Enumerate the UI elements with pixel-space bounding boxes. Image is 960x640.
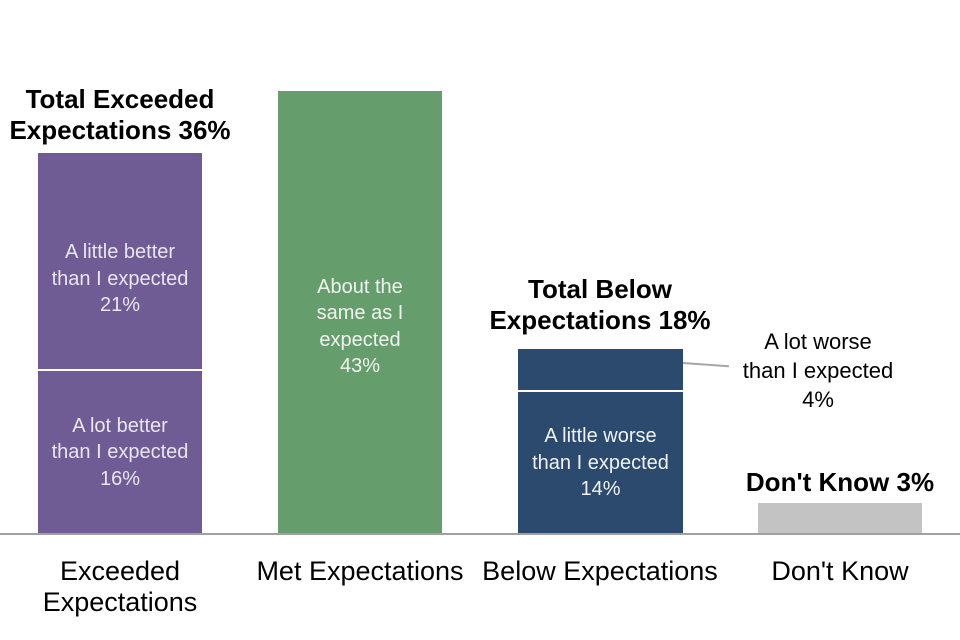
bar-exceeded-expectations: A little better than I expected 21% A lo… (38, 152, 202, 534)
segment-value: 14% (580, 478, 621, 501)
total-below-label: Total Below Expectations 18% (489, 274, 711, 335)
category-label-dont-know: Don't Know (771, 556, 909, 586)
segment-a-lot-better: A lot better than I expected 16% (38, 369, 202, 534)
category-label-met-expectations: Met Expectations (256, 556, 464, 586)
bar-met-expectations: About the same as I expected 43% (278, 91, 442, 534)
bar-dont-know (758, 503, 922, 534)
callout-leader-line (682, 362, 729, 368)
category-label-exceeded-expectations: Exceeded Expectations (42, 556, 198, 617)
segment-label: A little better than I expected (51, 241, 189, 290)
x-axis-line (0, 533, 960, 535)
bar-below-expectations: A little worse than I expected 14% (518, 348, 683, 534)
category-label-below-expectations: Below Expectations (482, 556, 718, 586)
segment-about-the-same: About the same as I expected 43% (278, 91, 442, 534)
segment-dont-know (758, 503, 922, 534)
segment-a-little-better: A little better than I expected 21% (38, 152, 202, 370)
segment-value: 21% (99, 294, 141, 317)
segment-a-little-worse: A little worse than I expected 14% (518, 389, 683, 534)
segment-label: A lot better than I expected (51, 414, 189, 464)
segment-label: A little worse than I expected (532, 425, 669, 474)
dont-know-total-label: Don't Know 3% (745, 467, 935, 497)
segment-value: 43% (339, 355, 380, 378)
segment-value: 16% (99, 467, 141, 490)
segment-a-lot-worse (518, 348, 683, 390)
segment-label: About the same as I expected (316, 275, 404, 351)
callout-a-lot-worse: A lot worse than I expected 4% (742, 329, 894, 412)
total-exceeded-label: Total Exceeded Expectations 36% (9, 84, 231, 145)
